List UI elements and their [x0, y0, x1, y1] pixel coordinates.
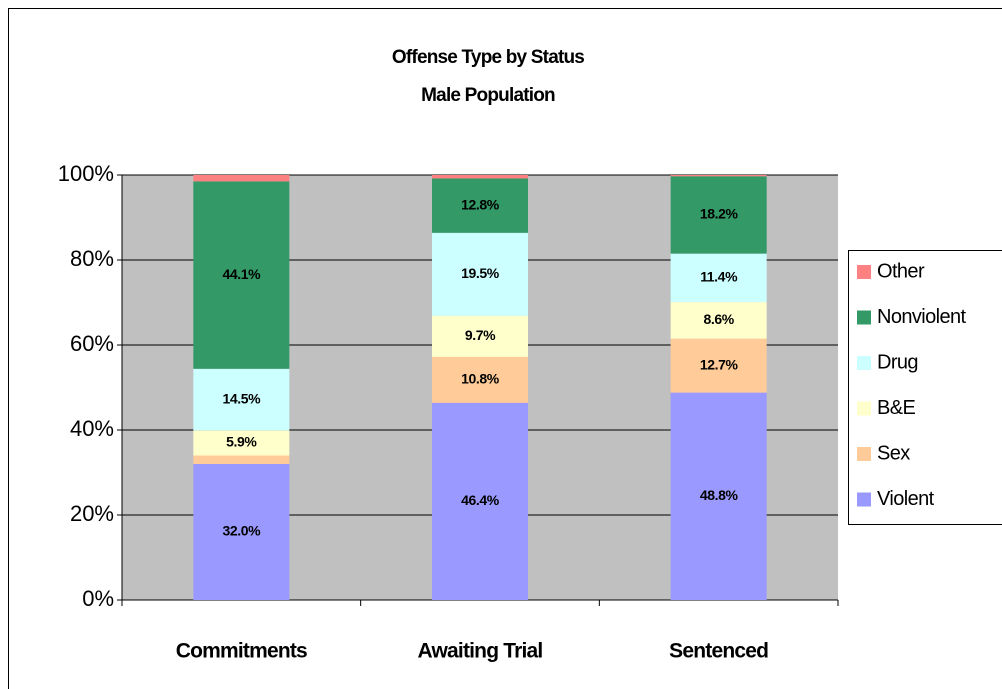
bar-segment: [670, 253, 767, 303]
legend-label: Violent: [877, 488, 935, 510]
bar-segment: [432, 178, 528, 233]
legend-label: B&E: [877, 397, 915, 419]
bar-segment: [432, 356, 528, 403]
value-label: 48.8%: [700, 487, 739, 503]
bar-segment: [670, 302, 767, 339]
value-label: 32.0%: [222, 523, 261, 539]
value-label: 46.4%: [461, 492, 500, 508]
legend-label: Drug: [877, 351, 918, 373]
bar-segment: [193, 464, 290, 600]
x-tick-label: Awaiting Trial: [418, 640, 543, 663]
y-tick-label: 60%: [70, 331, 114, 356]
value-label: 11.4%: [700, 269, 738, 285]
bar-segment: [432, 315, 528, 357]
legend-swatch: [857, 447, 871, 461]
bar-segment: [193, 455, 290, 464]
legend-swatch: [857, 265, 871, 279]
y-tick-label: 40%: [70, 416, 114, 441]
bar-segment: [670, 176, 767, 254]
chart-title: Offense Type by Status: [392, 47, 584, 68]
x-tick-label: Commitments: [176, 640, 307, 663]
y-tick-label: 80%: [70, 246, 114, 271]
value-label: 44.1%: [222, 266, 261, 282]
y-tick-label: 100%: [58, 161, 114, 186]
x-tick-label: Sentenced: [669, 640, 768, 663]
legend-swatch: [857, 310, 871, 325]
bar-segment: [432, 175, 528, 179]
value-label: 12.8%: [461, 196, 500, 212]
value-label: 10.8%: [461, 371, 500, 387]
chart-subtitle: Male Population: [421, 85, 555, 106]
bar-segment: [193, 181, 290, 369]
value-label: 18.2%: [700, 206, 739, 222]
bar-segment: [193, 430, 290, 456]
legend-swatch: [857, 401, 871, 416]
value-label: 12.7%: [700, 356, 739, 372]
value-label: 14.5%: [222, 390, 261, 406]
legend-swatch: [857, 356, 871, 370]
legend-box: [848, 250, 1002, 525]
value-label: 19.5%: [461, 265, 500, 281]
y-tick-label: 20%: [70, 501, 114, 526]
bar-segment: [193, 175, 290, 182]
value-label: 8.6%: [704, 311, 735, 327]
bar-segment: [670, 175, 767, 177]
bar-segment: [193, 368, 290, 431]
legend-label: Nonviolent: [877, 306, 967, 328]
bar-segment: [432, 402, 528, 600]
bar-segment: [670, 338, 767, 393]
value-label: 5.9%: [226, 434, 257, 450]
y-tick-label: 0%: [82, 586, 114, 611]
legend-label: Sex: [877, 442, 910, 464]
bar-segment: [432, 232, 528, 316]
bar-segment: [670, 392, 767, 600]
legend-swatch: [857, 492, 871, 507]
legend-label: Other: [877, 260, 925, 282]
value-label: 9.7%: [465, 327, 496, 343]
